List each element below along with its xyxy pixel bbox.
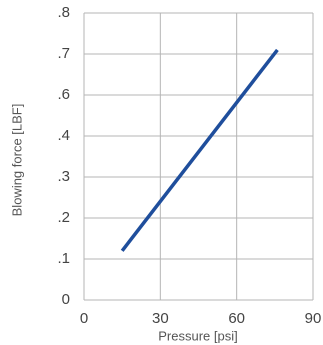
y-tick-label: .7 bbox=[57, 45, 70, 62]
y-tick-label: 0 bbox=[62, 291, 70, 308]
data-line bbox=[120, 48, 279, 252]
y-tick-label: .4 bbox=[57, 127, 70, 144]
x-tick-label: 60 bbox=[228, 310, 245, 327]
x-tick-label: 90 bbox=[305, 310, 322, 327]
x-axis-title: Pressure [psi] bbox=[158, 328, 237, 343]
y-tick-label: .6 bbox=[57, 86, 70, 103]
x-tick-label: 0 bbox=[80, 310, 88, 327]
y-tick-label: .1 bbox=[57, 250, 70, 267]
y-tick-label: .2 bbox=[57, 209, 70, 226]
x-tick-label: 30 bbox=[152, 310, 169, 327]
y-tick-label: .8 bbox=[57, 4, 70, 21]
y-tick-label: .3 bbox=[57, 168, 70, 185]
y-axis-title: Blowing force [LBF] bbox=[9, 104, 24, 217]
